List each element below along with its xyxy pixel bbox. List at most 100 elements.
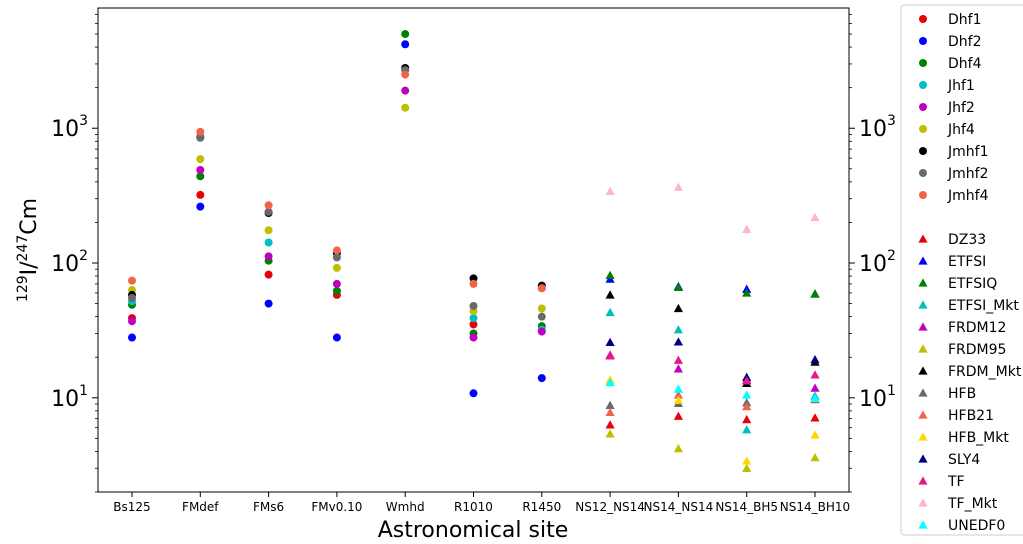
point-Dhf4-FMv0.10 xyxy=(332,286,341,295)
point-UNEDF0-NS12_NS14 xyxy=(605,377,615,387)
legend-label-Jhf4: Jhf4 xyxy=(947,122,975,138)
legend-item-TF: TF xyxy=(918,474,965,490)
x-tick-label-6: R1450 xyxy=(522,500,561,514)
point-Jhf2-Bs125 xyxy=(128,317,136,326)
point-Jmhf4-R1450 xyxy=(537,284,546,293)
legend-marker-UNEDF0 xyxy=(918,520,928,529)
legend-item-Dhf1: Dhf1 xyxy=(919,12,982,28)
point-Jhf2-R1010 xyxy=(469,333,478,342)
point-ETFSI_Mkt-NS14_BH5 xyxy=(742,425,752,434)
series-DZ33 xyxy=(605,411,820,429)
point-Jhf4-FMs6 xyxy=(264,226,273,235)
legend-marker-TF xyxy=(918,476,928,485)
series-SLY4 xyxy=(605,337,820,381)
y-tick-label-left-0: 101 xyxy=(51,383,88,412)
legend-marker-HFB xyxy=(918,388,928,397)
x-tick-label-0: Bs125 xyxy=(113,500,150,514)
y-tick-label-left-1: 102 xyxy=(51,248,88,277)
legend-label-ETFSI: ETFSI xyxy=(948,254,986,270)
legend-label-FRDM_Mkt: FRDM_Mkt xyxy=(948,364,1022,380)
legend-marker-HFB_Mkt xyxy=(918,432,928,441)
legend-label-HFB21: HFB21 xyxy=(948,408,994,424)
legend-label-HFB_Mkt: HFB_Mkt xyxy=(948,430,1009,446)
legend-label-Dhf1: Dhf1 xyxy=(948,12,982,28)
x-tick-label-7: NS12_NS14 xyxy=(575,500,645,514)
series-Jmhf4 xyxy=(128,70,546,293)
legend-marker-FRDM12 xyxy=(918,322,928,331)
series-Dhf4 xyxy=(128,30,546,338)
legend-label-ETFSIQ: ETFSIQ xyxy=(948,276,997,292)
series-UNEDF0 xyxy=(605,377,820,403)
point-Jhf1-FMs6 xyxy=(264,238,273,247)
point-Jhf2-Wmhd xyxy=(401,86,410,95)
series-HFB xyxy=(605,394,820,409)
point-Jhf4-R1450 xyxy=(537,304,546,313)
point-Dhf1-R1010 xyxy=(469,320,478,329)
legend-marker-FRDM95 xyxy=(918,344,928,353)
point-TF_Mkt-NS12_NS14 xyxy=(605,186,615,196)
point-ETFSIQ-NS12_NS14 xyxy=(605,270,615,280)
point-Dhf2-R1010 xyxy=(469,389,478,398)
legend-label-Jmhf2: Jmhf2 xyxy=(947,166,988,182)
x-tick-label-10: NS14_BH10 xyxy=(780,500,850,514)
legend-item-Jmhf4: Jmhf4 xyxy=(919,188,989,204)
x-axis-label: Astronomical site xyxy=(378,518,569,543)
point-TF_Mkt-NS14_BH5 xyxy=(742,224,752,233)
legend-marker-ETFSIQ xyxy=(918,278,928,287)
legend-frame xyxy=(900,4,1023,536)
y-label-sup2: 247 xyxy=(15,235,31,262)
legend-label-ETFSI_Mkt: ETFSI_Mkt xyxy=(948,298,1019,314)
legend: Dhf1 Dhf2 Dhf4 Jhf1 Jhf2 Jhf4 Jmhf1 Jmhf2 Jmhf4 D… xyxy=(900,4,1023,536)
legend-item-ETFSIQ: ETFSIQ xyxy=(918,276,997,292)
y-tick-label-right-2: 103 xyxy=(859,113,896,142)
legend-marker-FRDM_Mkt xyxy=(918,366,928,375)
point-TF_Mkt-NS14_NS14 xyxy=(673,182,683,191)
legend-item-TF_Mkt: TF_Mkt xyxy=(918,496,998,512)
x-tick-label-1: FMdef xyxy=(182,500,219,514)
point-ETFSIQ-NS14_BH5 xyxy=(742,288,752,297)
y-axis-label: 129I/247Cm xyxy=(15,198,42,302)
point-DZ33-NS14_NS14 xyxy=(673,411,683,420)
legend-marker-Dhf4 xyxy=(919,59,927,67)
point-Jhf4-FMdef xyxy=(196,155,205,164)
legend-label-FRDM12: FRDM12 xyxy=(948,320,1006,336)
point-Jhf2-R1450 xyxy=(537,327,546,336)
legend-label-DZ33: DZ33 xyxy=(948,232,986,248)
point-HFB-NS12_NS14 xyxy=(605,400,615,409)
legend-item-ETFSI_Mkt: ETFSI_Mkt xyxy=(918,298,1019,314)
point-FRDM95-NS14_BH5 xyxy=(742,463,752,472)
legend-marker-Dhf2 xyxy=(919,37,927,45)
y-label-sup1: 129 xyxy=(15,275,31,302)
x-tick-label-5: R1010 xyxy=(454,500,493,514)
point-ETFSIQ-NS14_NS14 xyxy=(673,282,683,292)
point-Jhf4-FMv0.10 xyxy=(332,263,341,272)
point-FRDM95-NS12_NS14 xyxy=(605,429,615,438)
point-Dhf1-FMs6 xyxy=(264,270,273,279)
point-DZ33-NS14_BH5 xyxy=(742,414,752,424)
legend-marker-Jhf2 xyxy=(919,103,927,111)
y-tick-label-right-1: 102 xyxy=(859,248,896,277)
y-label-base1: I/ xyxy=(17,261,42,275)
point-TF_Mkt-NS14_BH10 xyxy=(810,212,820,222)
legend-item-Jhf1: Jhf1 xyxy=(919,78,975,94)
point-Dhf4-FMdef xyxy=(196,172,205,181)
point-Jmhf4-Bs125 xyxy=(128,276,136,285)
legend-marker-ETFSI_Mkt xyxy=(918,300,928,309)
legend-item-Dhf4: Dhf4 xyxy=(919,56,982,72)
legend-marker-HFB21 xyxy=(918,410,928,419)
series-HFB21 xyxy=(605,390,820,417)
series-FRDM95 xyxy=(605,429,820,472)
series-FRDM12 xyxy=(605,350,820,392)
point-Jmhf4-R1010 xyxy=(469,279,478,288)
point-Jmhf2-FMv0.10 xyxy=(332,253,341,262)
x-tick-label-8: NS14_NS14 xyxy=(644,500,714,514)
legend-marker-Jmhf4 xyxy=(919,191,927,199)
point-HFB21-NS14_BH5 xyxy=(742,402,752,411)
point-SLY4-NS14_BH10 xyxy=(810,355,820,364)
legend-item-HFB: HFB xyxy=(918,386,976,402)
point-Jhf2-FMdef xyxy=(196,165,205,174)
point-Jmhf4-Wmhd xyxy=(401,70,410,79)
point-DZ33-NS12_NS14 xyxy=(605,420,615,429)
legend-item-Jmhf2: Jmhf2 xyxy=(919,166,988,182)
legend-marker-Jmhf2 xyxy=(919,169,927,177)
